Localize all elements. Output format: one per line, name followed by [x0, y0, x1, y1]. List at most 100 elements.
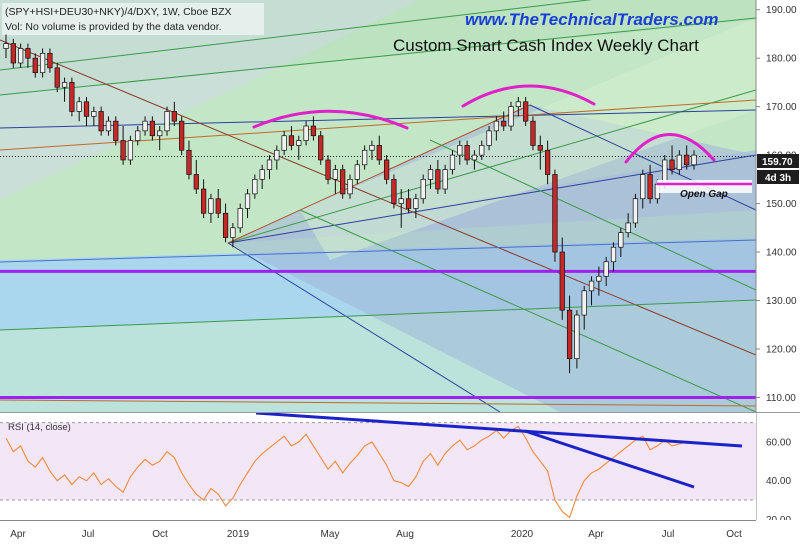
rsi-line [5, 425, 695, 519]
right-shoulder-arc [624, 133, 716, 164]
candle [427, 164, 434, 190]
price-axis-bg [756, 0, 800, 520]
time-tick-label: Jul [662, 529, 675, 540]
price-tick-label: 190.00 [766, 5, 797, 16]
candle [581, 285, 587, 330]
candle [215, 189, 221, 219]
time-tick-label: 2020 [511, 529, 534, 540]
candle [252, 174, 258, 199]
candle [420, 174, 426, 204]
candle [566, 295, 573, 374]
candle [383, 155, 390, 185]
candle [391, 174, 397, 209]
time-tick-label: Jul [82, 529, 95, 540]
candle [398, 189, 404, 228]
candle [127, 135, 134, 165]
candle [552, 169, 558, 262]
candle [303, 121, 309, 146]
candle [25, 43, 31, 68]
candle [200, 179, 207, 219]
time-axis-bg [0, 520, 800, 549]
candle [574, 310, 580, 369]
candle [332, 164, 338, 194]
candle [120, 126, 126, 165]
candle [369, 140, 375, 160]
candle [457, 140, 463, 165]
candle [296, 135, 302, 160]
candle [157, 126, 163, 151]
head-arc [461, 84, 596, 108]
rsi-tick-label: 40.00 [766, 476, 791, 487]
candle [676, 150, 682, 175]
candle [442, 164, 448, 194]
candle [347, 174, 353, 199]
candle [544, 140, 551, 185]
time-tick-label: Apr [10, 529, 26, 540]
candle [237, 203, 243, 233]
candle [486, 126, 492, 151]
candle [98, 106, 104, 136]
candle [281, 130, 287, 156]
time-tick-label: May [321, 529, 340, 540]
candlestick-series [3, 33, 697, 374]
price-tick-label: 180.00 [766, 54, 797, 65]
candle [376, 135, 382, 165]
candle [288, 126, 295, 151]
candle [164, 106, 170, 136]
candle [530, 116, 536, 151]
pattern-arcs [252, 84, 716, 164]
candle [186, 140, 192, 180]
candle [669, 145, 675, 175]
candle [149, 116, 156, 141]
time-tick-label: Aug [396, 529, 414, 540]
open-gap-label: Open Gap [680, 189, 728, 200]
candle [537, 135, 543, 170]
rsi-tick-label: 60.00 [766, 438, 791, 449]
candle [588, 276, 595, 306]
candle [83, 96, 90, 127]
candle [193, 159, 199, 194]
candle [259, 164, 265, 190]
candle [647, 164, 653, 204]
candle [508, 101, 514, 131]
candle [208, 193, 214, 223]
candle [91, 106, 97, 127]
candle [18, 43, 24, 68]
candle [266, 155, 273, 180]
symbol-line[interactable]: (SPY+HSI+DEU30+NKY)/4/DXY, 1W, Cboe BZX [5, 6, 232, 18]
candle [362, 145, 368, 170]
candle [113, 116, 119, 146]
candle [691, 150, 697, 170]
candle [54, 63, 60, 93]
last-price-value: 159.70 [762, 157, 793, 168]
rsi-label: RSI (14, close) [8, 422, 71, 433]
candle [515, 96, 521, 117]
candle [310, 116, 317, 141]
candle [76, 96, 82, 122]
candle [449, 150, 456, 175]
candle [171, 101, 177, 127]
candle [479, 140, 485, 160]
time-tick-label: Oct [152, 529, 168, 540]
candle [340, 164, 346, 199]
candle [435, 159, 441, 194]
left-shoulder-arc [252, 109, 409, 130]
bar-countdown: 4d 3h [765, 173, 791, 184]
candle [274, 145, 280, 170]
candle [684, 145, 690, 170]
candle [625, 213, 631, 238]
price-tick-label: 110.00 [766, 393, 796, 404]
candle [318, 130, 324, 165]
rsi-trendline-long [255, 413, 743, 448]
last-price-tag: 159.70 4d 3h [757, 154, 799, 184]
candle [10, 38, 16, 68]
header-bg [2, 3, 264, 35]
price-tick-label: 130.00 [766, 296, 797, 307]
time-tick-label: Apr [588, 529, 604, 540]
price-tick-label: 170.00 [766, 102, 797, 113]
candle [32, 53, 38, 78]
time-axis[interactable]: Apr Jul Oct 2019 May Aug 2020 Apr Jul Oct [10, 529, 742, 540]
candle [230, 222, 236, 248]
